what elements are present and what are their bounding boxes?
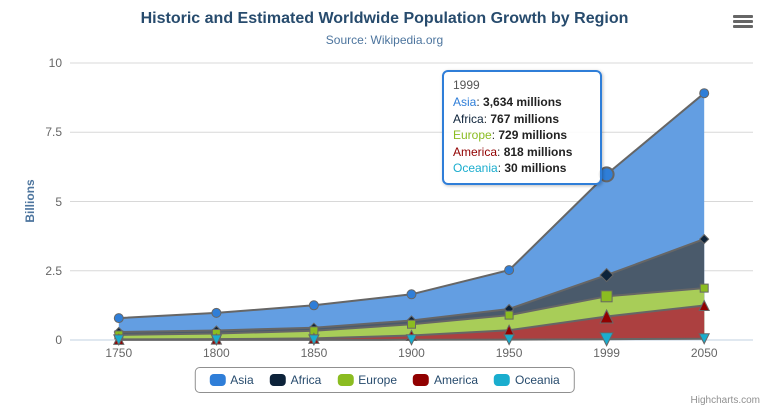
marker-oceania[interactable]: [308, 334, 320, 347]
marker-europe[interactable]: [600, 290, 613, 303]
legend: Asia Africa Europe America Oceania: [194, 367, 575, 393]
x-axis-label: 1800: [202, 346, 230, 360]
legend-swatch-icon: [337, 374, 354, 386]
marker-africa[interactable]: [698, 233, 710, 245]
legend-label: Oceania: [515, 373, 560, 387]
y-axis-label: 10: [48, 56, 62, 70]
legend-label: Africa: [290, 373, 322, 387]
marker-asia[interactable]: [406, 289, 417, 300]
tooltip: 1999 Asia: 3,634 millions Africa: 767 mil…: [442, 70, 602, 185]
y-axis-label: 2.5: [45, 263, 62, 278]
tooltip-row: Africa: 767 millions: [453, 111, 560, 126]
legend-item-europe[interactable]: Europe: [337, 373, 397, 387]
marker-oceania[interactable]: [503, 334, 515, 346]
legend-label: America: [434, 373, 479, 387]
series-area-asia[interactable]: [118, 93, 705, 340]
marker-africa[interactable]: [599, 267, 614, 283]
marker-asia[interactable]: [699, 88, 710, 99]
hamburger-icon: [733, 20, 753, 23]
y-axis-label: 0: [55, 333, 62, 347]
legend-item-oceania[interactable]: Oceania: [494, 373, 560, 387]
x-axis-label: 1999: [593, 346, 620, 360]
y-axis-label: 7.5: [45, 125, 62, 140]
credits-link[interactable]: Highcharts.com: [690, 395, 760, 406]
legend-label: Europe: [358, 373, 398, 387]
marker-america[interactable]: [698, 299, 711, 311]
tooltip-header: 1999: [453, 78, 480, 92]
legend-swatch-icon: [269, 374, 286, 386]
hamburger-icon: [733, 15, 753, 18]
hamburger-icon: [733, 25, 753, 28]
marker-america[interactable]: [599, 308, 614, 324]
marker-europe[interactable]: [699, 283, 709, 293]
chart-title: Historic and Estimated Worldwide Populat…: [140, 10, 629, 27]
legend-swatch-icon: [413, 374, 430, 386]
tooltip-row: Oceania: 30 millions: [453, 161, 567, 175]
tooltip-row: Europe: 729 millions: [453, 128, 568, 142]
marker-europe[interactable]: [407, 319, 416, 329]
export-menu-button[interactable]: [733, 15, 753, 28]
marker-oceania[interactable]: [599, 332, 614, 347]
x-axis-label: 2050: [690, 346, 718, 360]
marker-asia[interactable]: [308, 300, 319, 311]
tooltip-row: America: 818 millions: [453, 144, 573, 159]
series-area-america[interactable]: [118, 305, 705, 341]
x-axis-label: 1900: [398, 346, 425, 360]
legend-item-america[interactable]: America: [413, 373, 478, 387]
tooltip-row: Asia: 3,634 millions: [453, 95, 562, 109]
marker-asia[interactable]: [113, 313, 124, 324]
marker-europe[interactable]: [504, 310, 514, 320]
marker-oceania[interactable]: [405, 334, 418, 346]
chart-subtitle: Source: Wikipedia.org: [325, 33, 444, 47]
marker-asia[interactable]: [504, 265, 515, 276]
legend-label: Asia: [230, 373, 254, 387]
marker-asia[interactable]: [211, 307, 222, 318]
marker-oceania[interactable]: [112, 334, 125, 347]
x-axis-label: 1950: [495, 346, 523, 360]
legend-item-africa[interactable]: Africa: [269, 373, 322, 387]
legend-swatch-icon: [209, 374, 226, 386]
legend-swatch-icon: [494, 374, 511, 386]
marker-oceania[interactable]: [698, 333, 711, 345]
x-axis-label: 1850: [300, 346, 328, 360]
marker-oceania[interactable]: [210, 334, 223, 347]
y-axis-label: 5: [55, 194, 62, 209]
x-axis-label: 1750: [105, 346, 133, 360]
legend-item-asia[interactable]: Asia: [209, 373, 254, 387]
